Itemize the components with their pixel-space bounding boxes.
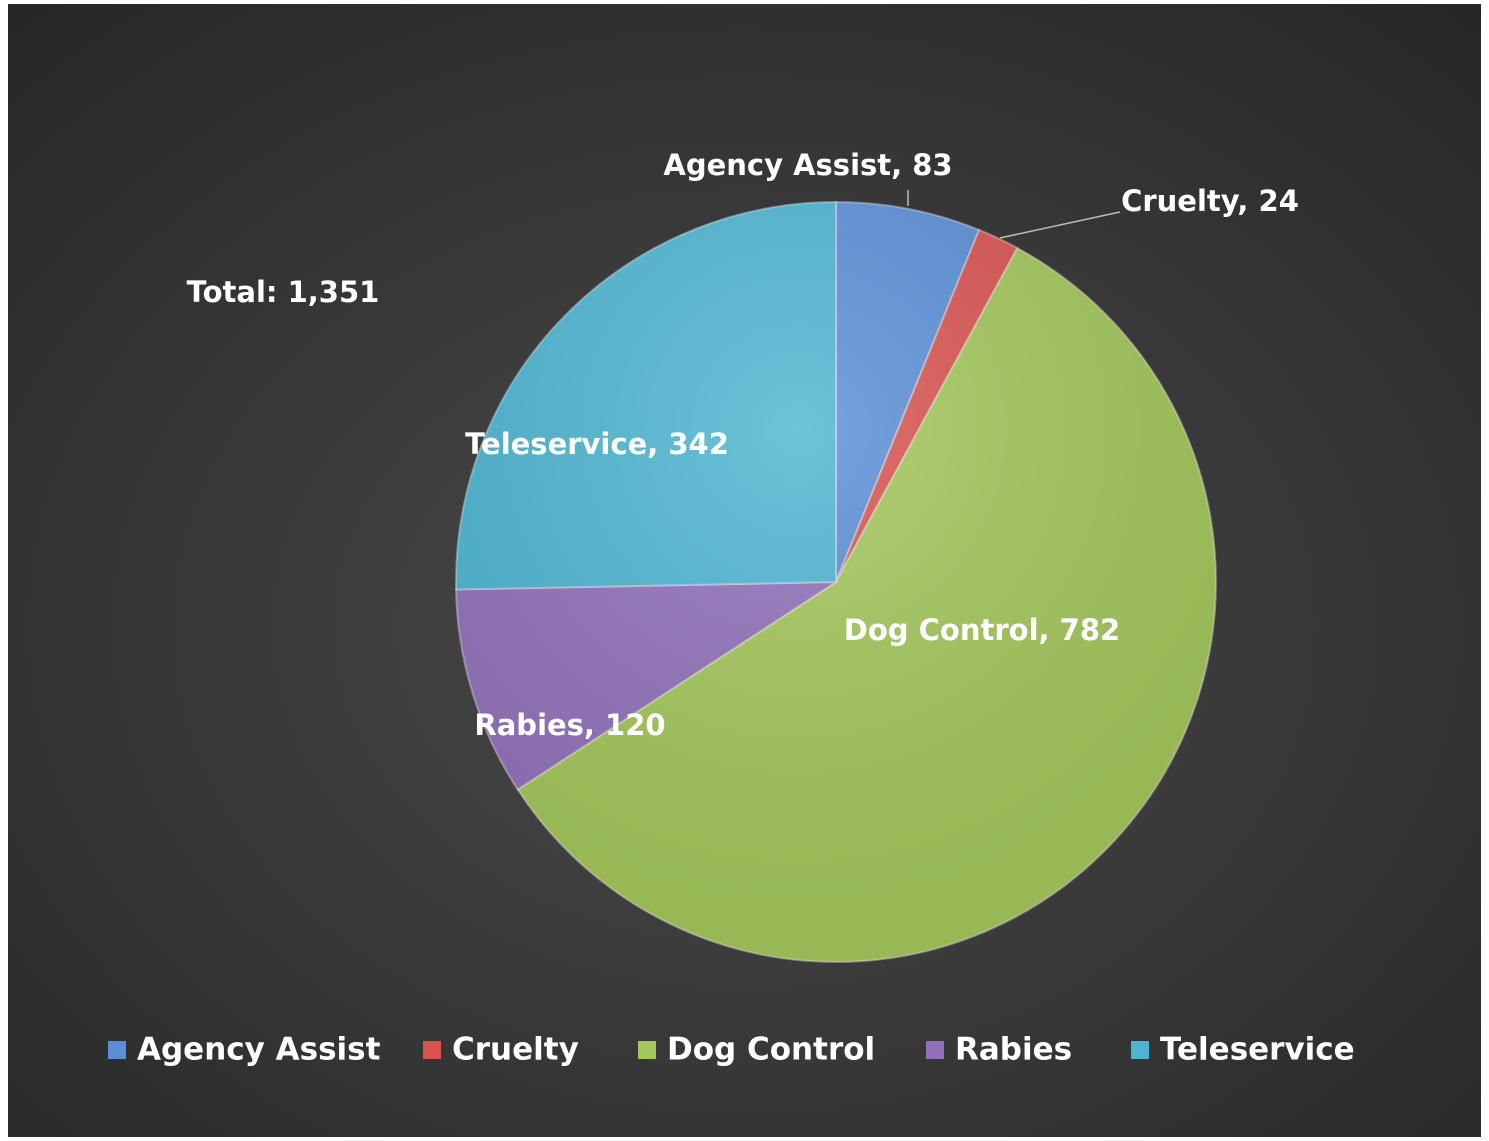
legend-swatch — [423, 1041, 441, 1059]
pie — [455, 200, 1217, 963]
data-label: Dog Control, 782 — [844, 613, 1120, 647]
leader-line — [999, 211, 1121, 239]
data-label: Rabies, 120 — [474, 708, 665, 742]
total-annotation: Total: 1,351 — [187, 275, 380, 309]
legend-label: Cruelty — [452, 1032, 579, 1068]
legend-label: Agency Assist — [137, 1032, 381, 1068]
data-label: Agency Assist, 83 — [663, 148, 952, 182]
legend: Agency Assist Cruelty Dog Control Rabies Tel… — [108, 1032, 1355, 1068]
legend-swatch — [1131, 1041, 1149, 1059]
data-label: Teleservice, 342 — [465, 427, 729, 461]
legend-swatch — [926, 1041, 944, 1059]
legend-swatch — [638, 1041, 656, 1059]
legend-swatch — [108, 1041, 126, 1059]
labels: Agency Assist, 83 Cruelty, 24 Dog Control,… — [465, 148, 1299, 742]
legend-label: Rabies — [955, 1032, 1072, 1068]
legend-label: Teleservice — [1160, 1032, 1355, 1068]
legend-label: Dog Control — [667, 1032, 875, 1068]
data-label: Cruelty, 24 — [1121, 184, 1299, 218]
